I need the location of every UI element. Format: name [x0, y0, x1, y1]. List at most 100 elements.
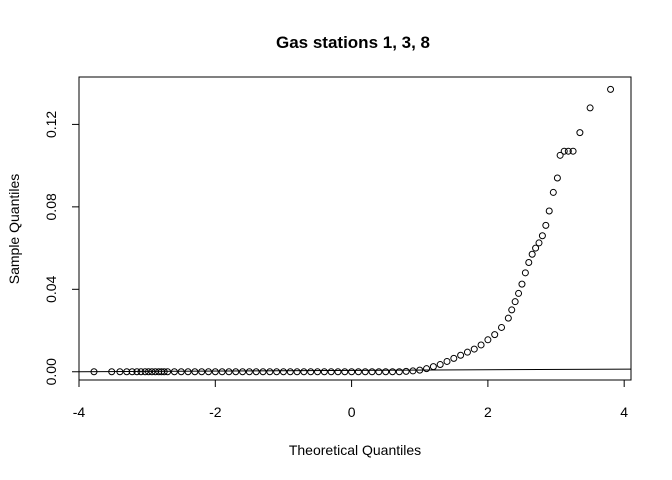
- data-point: [368, 368, 376, 376]
- data-point: [170, 368, 178, 376]
- data-point: [361, 368, 369, 376]
- x-tick-label: 2: [484, 404, 492, 420]
- data-point: [542, 221, 550, 229]
- data-point: [535, 239, 543, 247]
- x-axis: -4 -2 0 2 4: [73, 379, 628, 420]
- y-tick-label: 0.00: [43, 358, 59, 385]
- y-axis: 0.00 0.04 0.08 0.12: [43, 111, 80, 385]
- data-point: [560, 147, 568, 155]
- data-point: [436, 361, 444, 369]
- y-tick-label: 0.12: [43, 111, 59, 138]
- data-point: [450, 354, 458, 362]
- data-point: [334, 368, 342, 376]
- data-point: [484, 336, 492, 344]
- data-point: [525, 259, 533, 267]
- data-point: [515, 289, 523, 297]
- data-point: [198, 368, 206, 376]
- data-point: [375, 368, 383, 376]
- data-point: [137, 368, 145, 376]
- data-point: [327, 368, 335, 376]
- data-point: [204, 368, 212, 376]
- data-point: [576, 129, 584, 137]
- data-point: [457, 351, 465, 359]
- data-point: [225, 368, 233, 376]
- data-point: [266, 368, 274, 376]
- data-point: [528, 250, 536, 258]
- data-point: [191, 368, 199, 376]
- data-points: [90, 85, 615, 376]
- y-tick-label: 0.04: [43, 275, 59, 302]
- data-point: [90, 368, 98, 376]
- data-point: [564, 147, 572, 155]
- data-point: [211, 368, 219, 376]
- data-point: [108, 368, 116, 376]
- data-point: [545, 207, 553, 215]
- data-point: [145, 368, 153, 376]
- data-point: [300, 368, 308, 376]
- data-point: [259, 368, 267, 376]
- data-point: [508, 306, 516, 314]
- x-axis-label: Theoretical Quantiles: [289, 442, 421, 458]
- data-point: [504, 314, 512, 322]
- data-point: [314, 368, 322, 376]
- data-point: [245, 368, 253, 376]
- data-point: [320, 368, 328, 376]
- data-point: [148, 368, 156, 376]
- x-tick-label: 4: [620, 404, 628, 420]
- y-tick-label: 0.08: [43, 193, 59, 220]
- data-point: [354, 368, 362, 376]
- data-point: [549, 188, 557, 196]
- data-point: [341, 368, 349, 376]
- data-point: [123, 368, 131, 376]
- data-point: [470, 345, 478, 353]
- chart-title: Gas stations 1, 3, 8: [276, 33, 430, 52]
- data-point: [239, 368, 247, 376]
- data-point: [218, 368, 226, 376]
- data-point: [232, 368, 240, 376]
- x-tick-label: -4: [73, 404, 86, 420]
- data-point: [556, 151, 564, 159]
- data-point: [463, 348, 471, 356]
- data-point: [155, 368, 163, 376]
- data-point: [273, 368, 281, 376]
- data-point: [607, 85, 615, 93]
- data-point: [521, 269, 529, 277]
- plot-frame: [78, 76, 632, 381]
- y-axis-label: Sample Quantiles: [6, 174, 22, 285]
- data-point: [164, 368, 172, 376]
- data-point: [586, 104, 594, 112]
- data-point: [252, 368, 260, 376]
- data-point: [518, 280, 526, 288]
- data-point: [279, 368, 287, 376]
- data-point: [293, 368, 301, 376]
- data-point: [141, 368, 149, 376]
- x-tick-label: -2: [209, 404, 222, 420]
- data-point: [184, 368, 192, 376]
- data-point: [429, 363, 437, 371]
- data-point: [160, 368, 168, 376]
- x-tick-label: 0: [348, 404, 356, 420]
- data-point: [116, 368, 124, 376]
- data-point: [538, 232, 546, 240]
- data-point: [491, 331, 499, 339]
- data-point: [532, 244, 540, 252]
- data-point: [416, 366, 424, 374]
- data-point: [498, 323, 506, 331]
- data-point: [402, 367, 410, 375]
- data-point: [128, 368, 136, 376]
- data-point: [443, 357, 451, 365]
- data-point: [423, 365, 431, 373]
- data-point: [348, 368, 356, 376]
- data-point: [511, 298, 519, 306]
- data-point: [388, 368, 396, 376]
- data-point: [553, 174, 561, 182]
- data-point: [177, 368, 185, 376]
- data-point: [133, 368, 141, 376]
- data-point: [382, 368, 390, 376]
- data-point: [569, 147, 577, 155]
- data-point: [395, 368, 403, 376]
- data-point: [477, 341, 485, 349]
- data-point: [409, 367, 417, 375]
